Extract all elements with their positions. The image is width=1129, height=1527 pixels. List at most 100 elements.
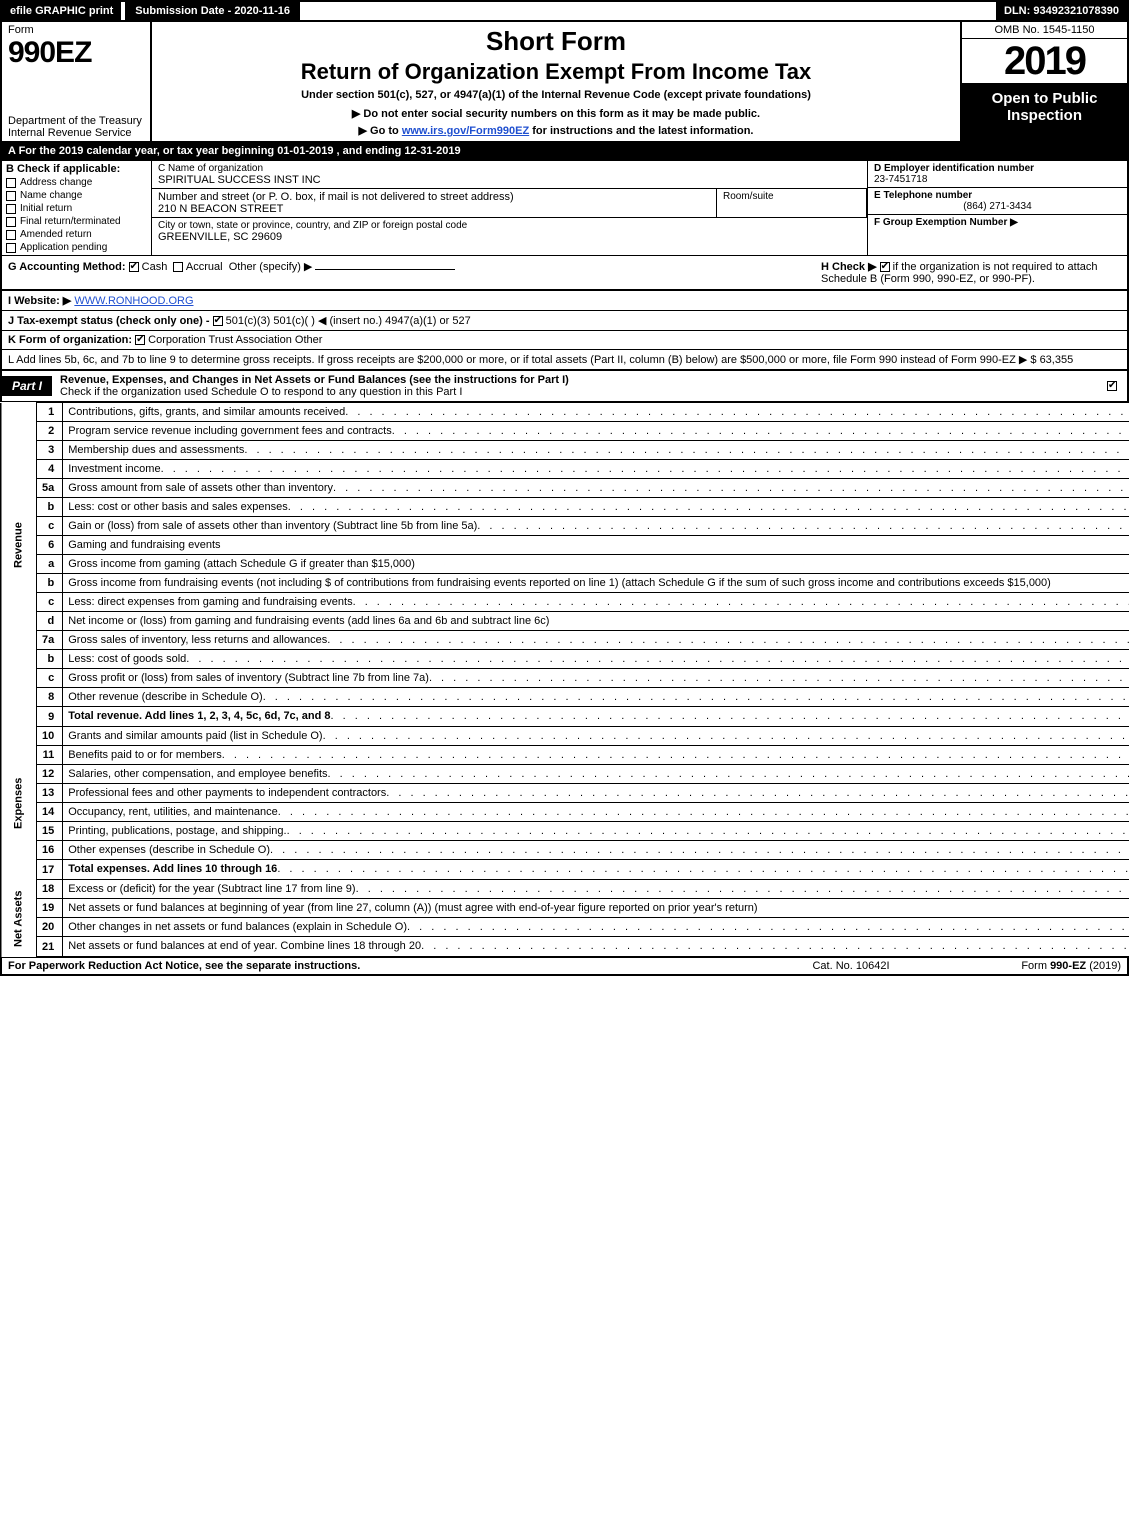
j-opts: 501(c)(3) 501(c)( ) ◀ (insert no.) 4947(…	[226, 315, 471, 327]
line-1: Revenue 1 Contributions, gifts, grants, …	[1, 403, 1129, 422]
line-9: 9 Total revenue. Add lines 1, 2, 3, 4, 5…	[1, 707, 1129, 727]
line-2: 2 Program service revenue including gove…	[1, 422, 1129, 441]
line-3: 3 Membership dues and assessments 3	[1, 441, 1129, 460]
section-b: B Check if applicable: Address change Na…	[2, 161, 152, 255]
part-1-check[interactable]	[1097, 380, 1127, 392]
k-label: K Form of organization:	[8, 334, 132, 346]
org-name: SPIRITUAL SUCCESS INST INC	[158, 174, 861, 186]
chk-amended-return[interactable]: Amended return	[6, 229, 147, 240]
form-header: Form 990EZ Department of the Treasury In…	[0, 22, 1129, 143]
goto-post: for instructions and the latest informat…	[529, 125, 753, 137]
city-cell: City or town, state or province, country…	[152, 218, 867, 245]
chk-initial-return[interactable]: Initial return	[6, 203, 147, 214]
ssn-note: ▶ Do not enter social security numbers o…	[158, 107, 954, 120]
group-label: F Group Exemption Number ▶	[874, 217, 1018, 228]
form-title-1: Short Form	[158, 26, 954, 57]
line-6d: d Net income or (loss) from gaming and f…	[1, 612, 1129, 631]
line-17: 17 Total expenses. Add lines 10 through …	[1, 860, 1129, 880]
header-left: Form 990EZ Department of the Treasury In…	[2, 22, 152, 141]
website-link[interactable]: WWW.RONHOOD.ORG	[74, 295, 193, 307]
j-label: J Tax-exempt status (check only one) -	[8, 315, 210, 327]
form-number: 990EZ	[8, 36, 144, 70]
line-12: 12 Salaries, other compensation, and emp…	[1, 765, 1129, 784]
revenue-tab: Revenue	[1, 403, 37, 688]
ein-cell: D Employer identification number 23-7451…	[868, 161, 1127, 188]
line-8: 8 Other revenue (describe in Schedule O)…	[1, 688, 1129, 707]
chk-final-return[interactable]: Final return/terminated	[6, 216, 147, 227]
chk-name-change[interactable]: Name change	[6, 190, 147, 201]
line-5b: b Less: cost or other basis and sales ex…	[1, 498, 1129, 517]
line-16: 16 Other expenses (describe in Schedule …	[1, 841, 1129, 860]
line-20: 20 Other changes in net assets or fund b…	[1, 918, 1129, 937]
section-i: I Website: ▶ WWW.RONHOOD.ORG	[0, 291, 1129, 311]
street-cell: Number and street (or P. O. box, if mail…	[152, 189, 717, 217]
section-g-h: G Accounting Method: Cash Accrual Other …	[0, 255, 1129, 291]
city-label: City or town, state or province, country…	[158, 220, 861, 231]
line-5c: c Gain or (loss) from sale of assets oth…	[1, 517, 1129, 536]
submission-date: Submission Date - 2020-11-16	[125, 2, 300, 20]
section-c: C Name of organization SPIRITUAL SUCCESS…	[152, 161, 867, 255]
chk-schedule-b[interactable]	[880, 262, 890, 272]
line-13: 13 Professional fees and other payments …	[1, 784, 1129, 803]
line-18: Net Assets 18 Excess or (deficit) for th…	[1, 880, 1129, 899]
city: GREENVILLE, SC 29609	[158, 231, 861, 243]
row-a-calendar-year: A For the 2019 calendar year, or tax yea…	[0, 143, 1129, 161]
ein: 23-7451718	[874, 174, 1121, 185]
line-4: 4 Investment income 4 32	[1, 460, 1129, 479]
section-d-e-f: D Employer identification number 23-7451…	[867, 161, 1127, 255]
ein-label: D Employer identification number	[874, 163, 1121, 174]
line-19: 19 Net assets or fund balances at beginn…	[1, 899, 1129, 918]
topbar-spacer	[300, 2, 996, 20]
section-h: H Check ▶ if the organization is not req…	[821, 260, 1121, 285]
line-6a: a Gross income from gaming (attach Sched…	[1, 555, 1129, 574]
group-cell: F Group Exemption Number ▶	[868, 215, 1127, 230]
chk-501c3[interactable]	[213, 316, 223, 326]
line-21: 21 Net assets or fund balances at end of…	[1, 937, 1129, 957]
org-name-label: C Name of organization	[158, 163, 861, 174]
department: Department of the Treasury Internal Reve…	[8, 115, 144, 139]
header-center: Short Form Return of Organization Exempt…	[152, 22, 962, 141]
header-right: OMB No. 1545-1150 2019 Open to Public In…	[962, 22, 1127, 141]
street-label: Number and street (or P. O. box, if mail…	[158, 191, 710, 203]
section-b-label: B Check if applicable:	[6, 163, 147, 175]
room-suite: Room/suite	[717, 189, 867, 217]
section-g: G Accounting Method: Cash Accrual Other …	[8, 260, 781, 285]
line-6c: c Less: direct expenses from gaming and …	[1, 593, 1129, 612]
line-11: 11 Benefits paid to or for members 11	[1, 746, 1129, 765]
line-7a: 7a Gross sales of inventory, less return…	[1, 631, 1129, 650]
l-text: L Add lines 5b, 6c, and 7b to line 9 to …	[8, 354, 1016, 366]
line-14: 14 Occupancy, rent, utilities, and maint…	[1, 803, 1129, 822]
section-k: K Form of organization: Corporation Trus…	[0, 331, 1129, 350]
part-1-title: Revenue, Expenses, and Changes in Net As…	[52, 371, 1097, 401]
chk-application-pending[interactable]: Application pending	[6, 242, 147, 253]
goto-pre: ▶ Go to	[359, 125, 402, 137]
form-ref: Form 990-EZ (2019)	[951, 960, 1121, 972]
expenses-tab: Expenses	[1, 727, 37, 880]
tel: (864) 271-3434	[874, 201, 1121, 212]
meta-grid: B Check if applicable: Address change Na…	[0, 161, 1129, 255]
h-label: H Check ▶	[821, 261, 877, 273]
chk-address-change[interactable]: Address change	[6, 177, 147, 188]
l-amount: $ 63,355	[1030, 354, 1073, 366]
form-title-2: Return of Organization Exempt From Incom…	[158, 59, 954, 85]
netassets-tab: Net Assets	[1, 880, 37, 957]
irs-link[interactable]: www.irs.gov/Form990EZ	[402, 125, 529, 137]
form-word: Form	[8, 24, 144, 36]
org-name-cell: C Name of organization SPIRITUAL SUCCESS…	[152, 161, 867, 189]
chk-cash[interactable]	[129, 262, 139, 272]
omb-number: OMB No. 1545-1150	[962, 22, 1127, 39]
line-6b: b Gross income from fundraising events (…	[1, 574, 1129, 593]
section-j: J Tax-exempt status (check only one) - 5…	[0, 311, 1129, 331]
tax-year: 2019	[962, 39, 1127, 84]
dln: DLN: 93492321078390	[996, 2, 1127, 20]
chk-accrual[interactable]	[173, 262, 183, 272]
g-label: G Accounting Method:	[8, 261, 126, 273]
chk-corporation[interactable]	[135, 335, 145, 345]
tel-label: E Telephone number	[874, 190, 1121, 201]
line-7b: b Less: cost of goods sold 7b	[1, 650, 1129, 669]
efile-print-button[interactable]: efile GRAPHIC print	[2, 2, 121, 20]
line-5a: 5a Gross amount from sale of assets othe…	[1, 479, 1129, 498]
part-1-header: Part I Revenue, Expenses, and Changes in…	[0, 371, 1129, 402]
open-to-public: Open to Public Inspection	[962, 84, 1127, 141]
goto-note: ▶ Go to www.irs.gov/Form990EZ for instru…	[158, 124, 954, 137]
